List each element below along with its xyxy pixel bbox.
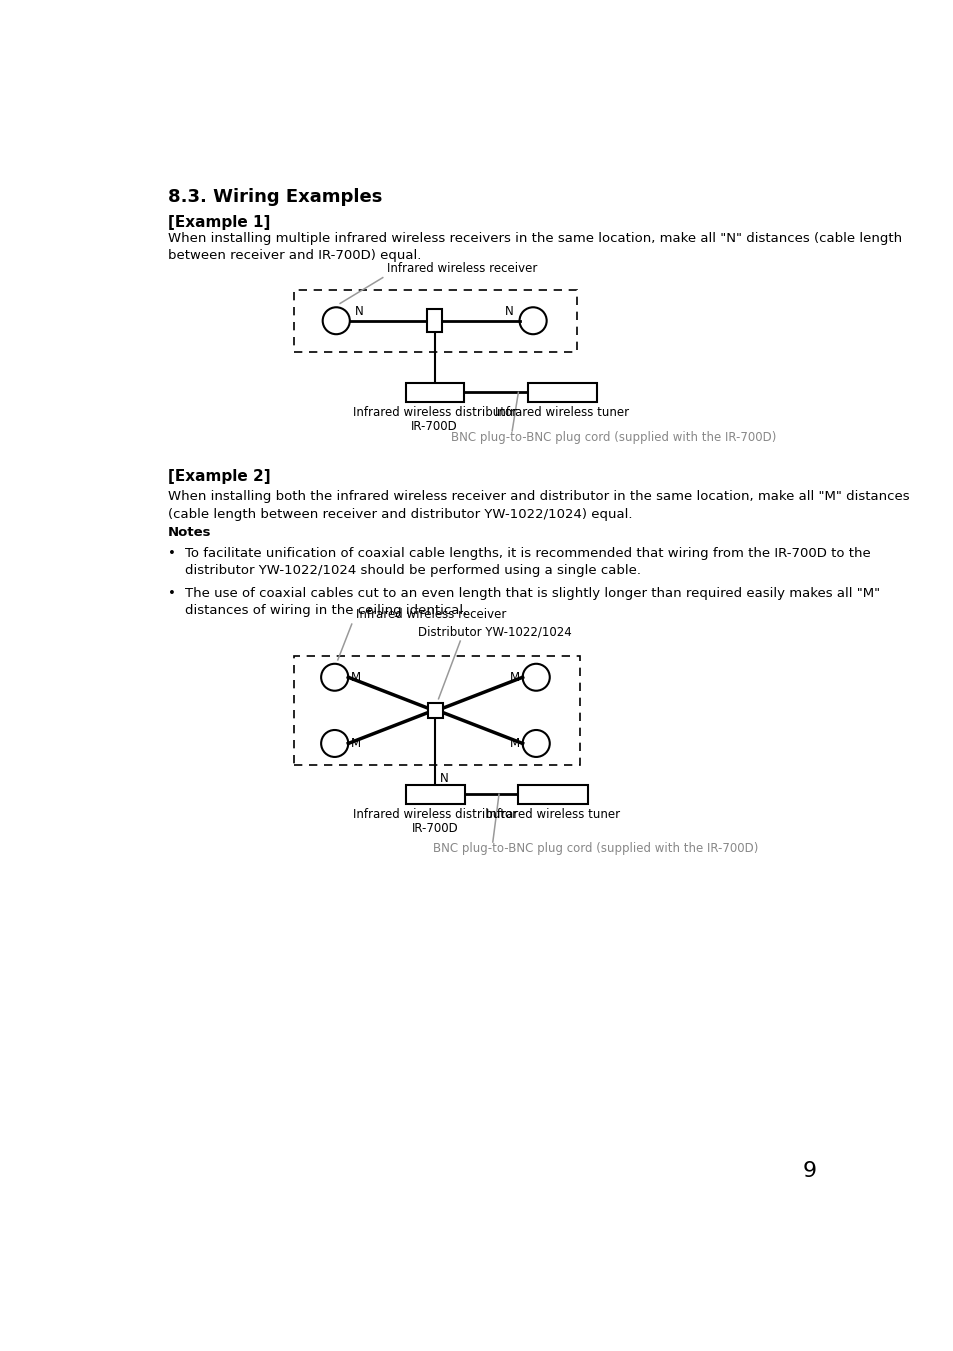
Text: M: M (351, 736, 361, 750)
Text: M: M (351, 670, 361, 684)
Text: When installing both the infrared wireless receiver and distributor in the same : When installing both the infrared wirele… (168, 490, 909, 503)
Text: N: N (505, 305, 514, 317)
Text: Infrared wireless distributor: Infrared wireless distributor (353, 405, 517, 419)
Text: The use of coaxial cables cut to an even length that is slightly longer than req: The use of coaxial cables cut to an even… (185, 588, 880, 600)
Text: N: N (355, 305, 364, 317)
Bar (427, 309, 442, 332)
Bar (427, 703, 443, 719)
Text: When installing multiple infrared wireless receivers in the same location, make : When installing multiple infrared wirele… (168, 232, 902, 245)
Bar (405, 382, 463, 403)
Text: Infrared wireless receiver: Infrared wireless receiver (386, 262, 537, 274)
Text: [Example 1]: [Example 1] (168, 215, 270, 230)
Text: N: N (439, 773, 448, 785)
Text: M: M (509, 670, 519, 684)
Text: Infrared wireless distributor: Infrared wireless distributor (353, 808, 517, 821)
Text: (cable length between receiver and distributor YW-1022/1024) equal.: (cable length between receiver and distr… (168, 508, 632, 521)
Bar (294, 655, 579, 765)
Text: IR-700D: IR-700D (412, 823, 458, 835)
Text: Distributor YW-1022/1024: Distributor YW-1022/1024 (417, 626, 571, 639)
Text: •: • (168, 588, 175, 600)
Text: Infrared wireless tuner: Infrared wireless tuner (495, 405, 629, 419)
Text: 8.3. Wiring Examples: 8.3. Wiring Examples (168, 188, 382, 205)
Bar (406, 785, 464, 804)
Text: [Example 2]: [Example 2] (168, 469, 271, 485)
Bar (527, 382, 597, 403)
Text: IR-700D: IR-700D (411, 420, 457, 434)
Text: To facilitate unification of coaxial cable lengths, it is recommended that wirin: To facilitate unification of coaxial cab… (185, 547, 870, 561)
Text: Infrared wireless tuner: Infrared wireless tuner (486, 808, 619, 821)
Text: M: M (509, 736, 519, 750)
Bar (294, 290, 576, 351)
Text: BNC plug-to-BNC plug cord (supplied with the IR-700D): BNC plug-to-BNC plug cord (supplied with… (433, 842, 758, 855)
Text: distributor YW-1022/1024 should be performed using a single cable.: distributor YW-1022/1024 should be perfo… (185, 565, 640, 577)
Bar (517, 785, 587, 804)
Text: between receiver and IR-700D) equal.: between receiver and IR-700D) equal. (168, 249, 421, 262)
Text: BNC plug-to-BNC plug cord (supplied with the IR-700D): BNC plug-to-BNC plug cord (supplied with… (451, 431, 776, 444)
Text: 9: 9 (801, 1161, 816, 1181)
Text: distances of wiring in the ceiling identical.: distances of wiring in the ceiling ident… (185, 604, 467, 617)
Text: •: • (168, 547, 175, 561)
Text: Infrared wireless receiver: Infrared wireless receiver (355, 608, 505, 621)
Text: Notes: Notes (168, 527, 212, 539)
